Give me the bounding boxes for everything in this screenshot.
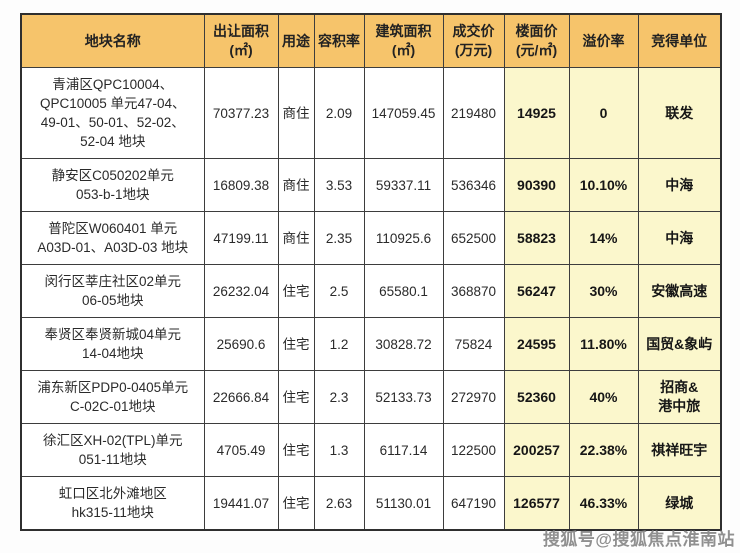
cell-deal-price: 536346 (442, 158, 505, 212)
table-row: 奉贤区奉贤新城04单元 14-04地块 25690.6 住宅 1.2 30828… (20, 317, 722, 371)
cell-plot-ratio: 2.5 (313, 264, 365, 318)
header-row: 地块名称 出让面积 (㎡) 用途 容积率 建筑面积 (㎡) 成交价 (万元) 楼… (20, 13, 722, 68)
cell-winner: 联发 (637, 67, 722, 159)
table-row: 闵行区莘庄社区02单元 06-05地块 26232.04 住宅 2.5 6558… (20, 264, 722, 318)
cell-floor-price: 24595 (503, 317, 570, 371)
cell-use: 商住 (277, 67, 315, 159)
table-row: 徐汇区XH-02(TPL)单元 051-11地块 4705.49 住宅 1.3 … (20, 423, 722, 477)
table-header: 地块名称 出让面积 (㎡) 用途 容积率 建筑面积 (㎡) 成交价 (万元) 楼… (20, 13, 722, 68)
cell-use: 住宅 (277, 370, 315, 424)
cell-building-area: 30828.72 (363, 317, 444, 371)
cell-use: 住宅 (277, 423, 315, 477)
table-body: 青浦区QPC10004、 QPC10005 单元47-04、 49-01、50-… (20, 67, 722, 531)
cell-deal-price: 647190 (442, 476, 505, 531)
cell-floor-price: 52360 (503, 370, 570, 424)
cell-premium-rate: 22.38% (568, 423, 639, 477)
cell-use: 商住 (277, 158, 315, 212)
cell-building-area: 52133.73 (363, 370, 444, 424)
table-row: 青浦区QPC10004、 QPC10005 单元47-04、 49-01、50-… (20, 67, 722, 159)
col-header-building-area: 建筑面积 (㎡) (363, 13, 444, 68)
cell-plot-ratio: 1.2 (313, 317, 365, 371)
col-header-parcel-name: 地块名称 (20, 13, 205, 68)
cell-floor-price: 90390 (503, 158, 570, 212)
table-row: 静安区C050202单元 053-b-1地块 16809.38 商住 3.53 … (20, 158, 722, 212)
cell-building-area: 110925.6 (363, 211, 444, 265)
cell-transfer-area: 25690.6 (203, 317, 279, 371)
cell-winner: 国贸&象屿 (637, 317, 722, 371)
cell-parcel-name: 虹口区北外滩地区 hk315-11地块 (20, 476, 205, 531)
cell-building-area: 65580.1 (363, 264, 444, 318)
cell-use: 商住 (277, 211, 315, 265)
cell-use: 住宅 (277, 264, 315, 318)
cell-use: 住宅 (277, 476, 315, 531)
cell-parcel-name: 徐汇区XH-02(TPL)单元 051-11地块 (20, 423, 205, 477)
cell-winner: 中海 (637, 211, 722, 265)
cell-floor-price: 56247 (503, 264, 570, 318)
cell-winner: 招商& 港中旅 (637, 370, 722, 424)
cell-premium-rate: 0 (568, 67, 639, 159)
cell-transfer-area: 26232.04 (203, 264, 279, 318)
cell-premium-rate: 11.80% (568, 317, 639, 371)
cell-parcel-name: 普陀区W060401 单元 A03D-01、A03D-03 地块 (20, 211, 205, 265)
cell-winner: 绿城 (637, 476, 722, 531)
cell-plot-ratio: 2.09 (313, 67, 365, 159)
cell-deal-price: 122500 (442, 423, 505, 477)
cell-premium-rate: 40% (568, 370, 639, 424)
cell-plot-ratio: 2.35 (313, 211, 365, 265)
cell-building-area: 147059.45 (363, 67, 444, 159)
col-header-floor-price: 楼面价 (元/㎡) (503, 13, 570, 68)
cell-floor-price: 14925 (503, 67, 570, 159)
cell-plot-ratio: 1.3 (313, 423, 365, 477)
col-header-transfer-area: 出让面积 (㎡) (203, 13, 279, 68)
cell-parcel-name: 青浦区QPC10004、 QPC10005 单元47-04、 49-01、50-… (20, 67, 205, 159)
cell-transfer-area: 47199.11 (203, 211, 279, 265)
cell-premium-rate: 46.33% (568, 476, 639, 531)
cell-plot-ratio: 2.3 (313, 370, 365, 424)
sohu-watermark: 搜狐号@搜狐焦点淮南站 (542, 530, 735, 549)
col-header-use: 用途 (277, 13, 315, 68)
col-header-winner: 竞得单位 (637, 13, 722, 68)
cell-deal-price: 272970 (442, 370, 505, 424)
table-row: 普陀区W060401 单元 A03D-01、A03D-03 地块 47199.1… (20, 211, 722, 265)
cell-premium-rate: 10.10% (568, 158, 639, 212)
cell-plot-ratio: 2.63 (313, 476, 365, 531)
cell-transfer-area: 4705.49 (203, 423, 279, 477)
cell-winner: 安徽高速 (637, 264, 722, 318)
cell-parcel-name: 浦东新区PDP0-0405单元 C-02C-01地块 (20, 370, 205, 424)
cell-deal-price: 219480 (442, 67, 505, 159)
cell-premium-rate: 14% (568, 211, 639, 265)
cell-parcel-name: 静安区C050202单元 053-b-1地块 (20, 158, 205, 212)
cell-floor-price: 126577 (503, 476, 570, 531)
cell-deal-price: 75824 (442, 317, 505, 371)
cell-building-area: 51130.01 (363, 476, 444, 531)
cell-plot-ratio: 3.53 (313, 158, 365, 212)
cell-floor-price: 58823 (503, 211, 570, 265)
cell-transfer-area: 19441.07 (203, 476, 279, 531)
land-parcel-table: 地块名称 出让面积 (㎡) 用途 容积率 建筑面积 (㎡) 成交价 (万元) 楼… (20, 13, 722, 531)
cell-transfer-area: 16809.38 (203, 158, 279, 212)
cell-premium-rate: 30% (568, 264, 639, 318)
col-header-plot-ratio: 容积率 (313, 13, 365, 68)
cell-parcel-name: 闵行区莘庄社区02单元 06-05地块 (20, 264, 205, 318)
cell-winner: 中海 (637, 158, 722, 212)
cell-transfer-area: 70377.23 (203, 67, 279, 159)
table-row: 浦东新区PDP0-0405单元 C-02C-01地块 22666.84 住宅 2… (20, 370, 722, 424)
cell-parcel-name: 奉贤区奉贤新城04单元 14-04地块 (20, 317, 205, 371)
cell-deal-price: 368870 (442, 264, 505, 318)
cell-transfer-area: 22666.84 (203, 370, 279, 424)
cell-use: 住宅 (277, 317, 315, 371)
cell-floor-price: 200257 (503, 423, 570, 477)
cell-winner: 祺祥旺宇 (637, 423, 722, 477)
cell-building-area: 6117.14 (363, 423, 444, 477)
cell-deal-price: 652500 (442, 211, 505, 265)
col-header-deal-price: 成交价 (万元) (442, 13, 505, 68)
cell-building-area: 59337.11 (363, 158, 444, 212)
table-row: 虹口区北外滩地区 hk315-11地块 19441.07 住宅 2.63 511… (20, 476, 722, 531)
col-header-premium-rate: 溢价率 (568, 13, 639, 68)
